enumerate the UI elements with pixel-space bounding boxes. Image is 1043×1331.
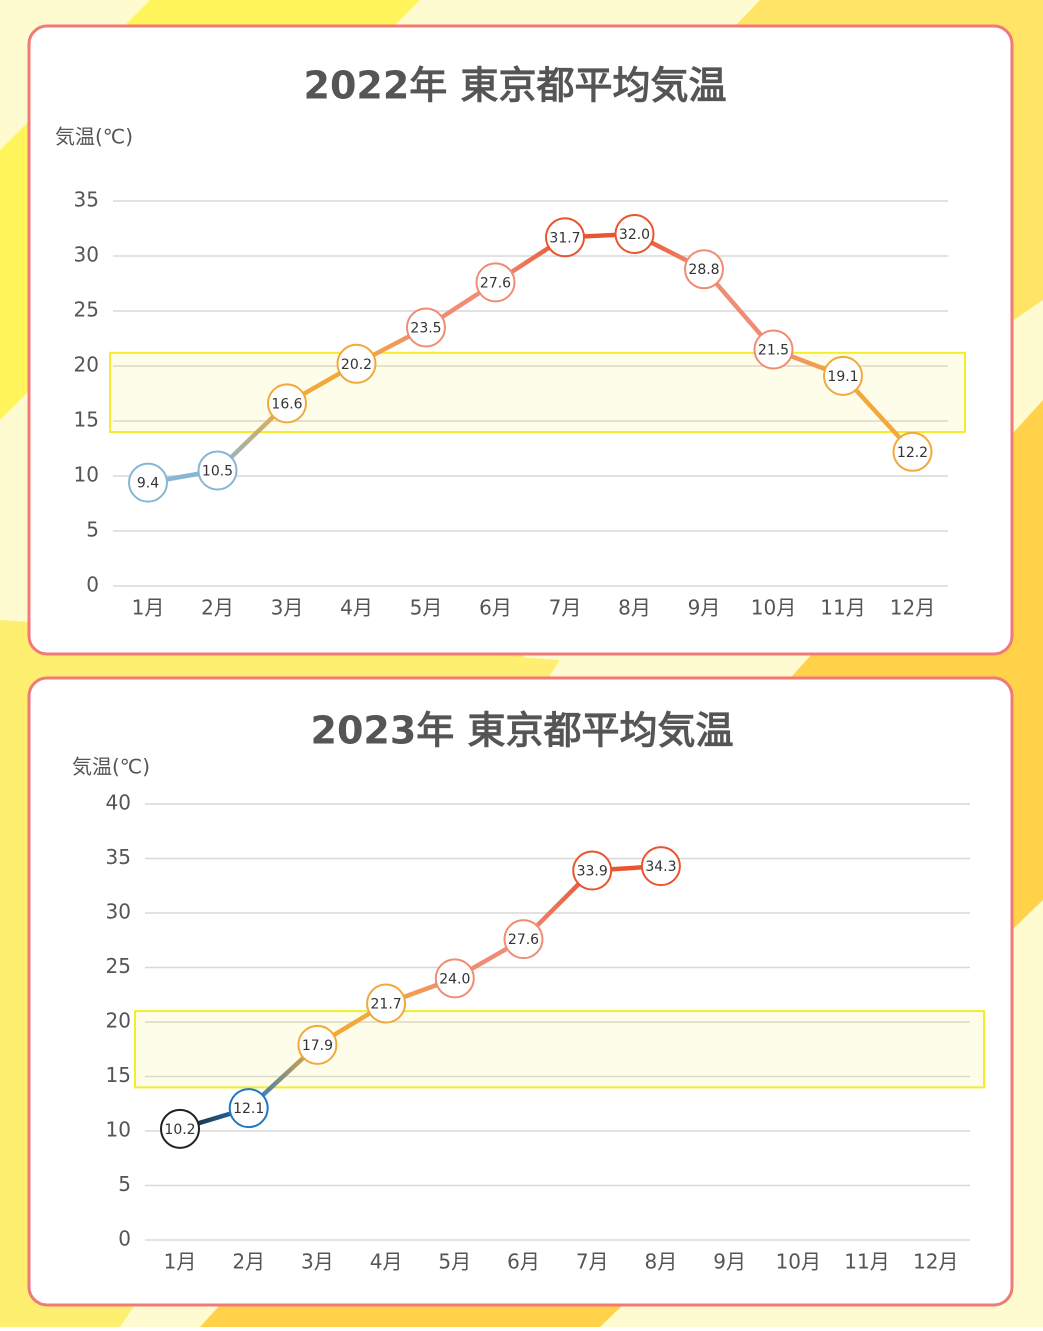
highlight-band: [134, 1010, 985, 1089]
x-tick-label: 3月: [271, 596, 304, 620]
y-tick-label: 10: [106, 1118, 131, 1142]
x-tick-label: 9月: [713, 1250, 746, 1274]
y-tick-label: 35: [106, 845, 131, 869]
data-point: [892, 431, 933, 472]
data-label: 12.1: [233, 1101, 264, 1117]
data-label: 23.5: [410, 321, 441, 337]
data-label: 34.3: [645, 859, 676, 875]
data-point: [128, 462, 168, 503]
data-label: 32.0: [619, 227, 650, 243]
x-tick-label: 9月: [688, 596, 721, 620]
x-tick-label: 10月: [751, 596, 796, 620]
y-tick-label: 40: [106, 791, 131, 815]
y-tick-label: 5: [86, 518, 99, 542]
data-point: [753, 329, 794, 370]
y-axis-label: 気温(℃): [72, 755, 150, 779]
x-tick-label: 8月: [618, 596, 651, 620]
data-point: [406, 307, 446, 348]
data-label: 17.9: [302, 1038, 333, 1054]
data-point: [197, 450, 238, 491]
y-tick-label: 15: [74, 408, 99, 432]
data-point: [823, 355, 863, 396]
data-point: [366, 983, 407, 1024]
data-point: [614, 214, 655, 254]
x-tick-label: 3月: [301, 1250, 334, 1274]
y-tick-label: 0: [86, 573, 99, 597]
y-tick-label: 15: [106, 1063, 131, 1087]
y-tick-label: 25: [106, 954, 131, 978]
y-axis-label: 気温(℃): [55, 125, 133, 149]
data-label: 24.0: [439, 971, 470, 987]
data-point: [503, 919, 544, 960]
y-tick-label: 5: [118, 1172, 131, 1196]
panel: [27, 24, 1014, 656]
data-label: 16.6: [271, 396, 302, 412]
x-tick-label: 5月: [438, 1250, 471, 1274]
chart-title: 2023年 東京都平均気温: [311, 709, 734, 753]
data-point: [545, 217, 585, 258]
x-tick-label: 6月: [507, 1250, 540, 1274]
data-point: [160, 1108, 200, 1149]
data-label: 33.9: [577, 863, 608, 879]
data-label: 9.4: [137, 476, 159, 492]
y-tick-label: 35: [74, 188, 99, 212]
data-label: 20.2: [341, 357, 372, 373]
x-tick-label: 7月: [549, 596, 582, 620]
data-label: 31.7: [549, 230, 580, 246]
x-tick-label: 1月: [132, 596, 165, 620]
x-tick-label: 12月: [890, 596, 935, 620]
y-tick-label: 20: [106, 1009, 131, 1033]
data-label: 10.2: [164, 1122, 195, 1138]
x-tick-label: 11月: [844, 1250, 889, 1274]
data-label: 10.5: [202, 464, 233, 480]
y-tick-label: 25: [74, 298, 99, 322]
panel: [27, 676, 1014, 1307]
x-tick-label: 4月: [340, 596, 373, 620]
data-point: [297, 1024, 338, 1065]
data-point: [434, 958, 475, 999]
data-label: 27.6: [508, 932, 539, 948]
x-tick-label: 12月: [913, 1250, 958, 1274]
x-tick-label: 1月: [164, 1250, 197, 1274]
y-tick-label: 0: [118, 1227, 131, 1251]
data-label: 28.8: [688, 262, 719, 278]
data-point: [684, 249, 724, 290]
chart-title: 2022年 東京都平均気温: [304, 64, 727, 108]
data-label: 21.7: [371, 996, 402, 1012]
data-label: 12.2: [897, 445, 928, 461]
data-label: 19.1: [827, 369, 858, 385]
x-tick-label: 8月: [645, 1250, 678, 1274]
data-point: [336, 343, 377, 384]
y-tick-label: 10: [74, 463, 99, 487]
data-label: 21.5: [758, 343, 789, 359]
data-point: [228, 1088, 269, 1129]
data-label: 27.6: [480, 275, 511, 291]
data-point: [475, 262, 516, 303]
x-tick-label: 10月: [776, 1250, 821, 1274]
x-tick-label: 7月: [576, 1250, 609, 1274]
x-tick-label: 2月: [232, 1250, 265, 1274]
x-tick-label: 5月: [410, 596, 443, 620]
y-tick-label: 30: [106, 900, 131, 924]
x-tick-label: 6月: [479, 596, 512, 620]
x-tick-label: 11月: [820, 596, 865, 620]
y-tick-label: 30: [74, 243, 99, 267]
data-point: [572, 850, 613, 891]
y-tick-label: 20: [74, 353, 99, 377]
data-point: [267, 383, 307, 424]
x-tick-label: 4月: [370, 1250, 403, 1274]
x-tick-label: 2月: [201, 596, 234, 620]
data-point: [640, 846, 681, 887]
